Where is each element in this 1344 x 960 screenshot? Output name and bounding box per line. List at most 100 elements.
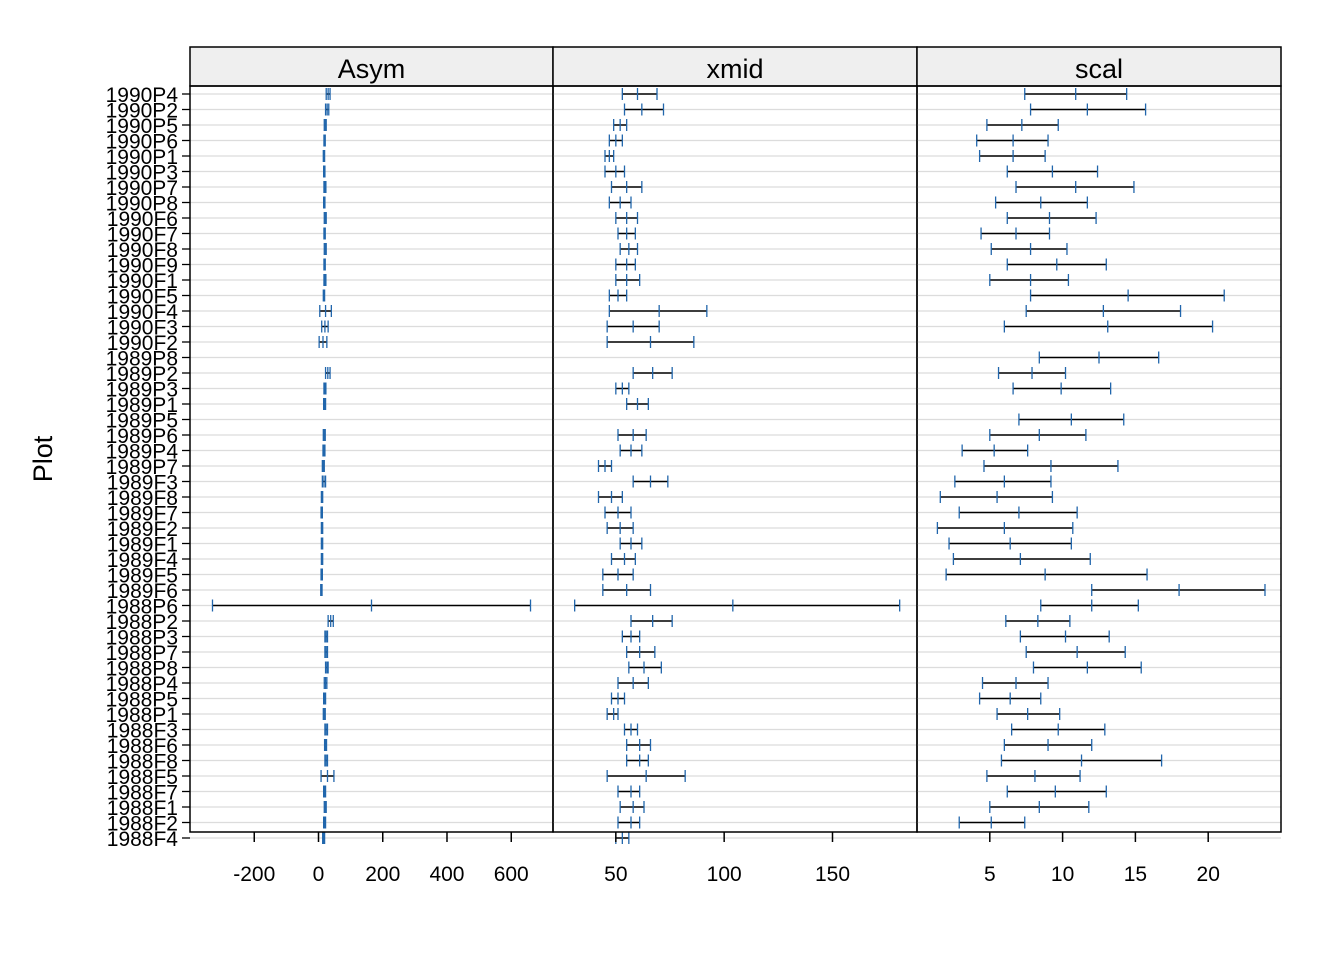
interval-xmid-1989P3 (615, 382, 630, 395)
interval-xmid-1988P4 (617, 677, 649, 689)
interval-Asym-1990F2 (318, 336, 328, 348)
panel-border (189, 85, 554, 833)
interval-xmid-1988P5 (610, 692, 626, 705)
interval-xmid-1990P4 (621, 88, 658, 100)
panel-border (916, 85, 1282, 833)
row-label: 1990F1 (107, 270, 178, 293)
interval-xmid-1989F7 (604, 506, 632, 519)
row-label: 1989F7 (107, 503, 178, 526)
row-label: 1988P7 (106, 642, 178, 665)
interval-scal-1989F7 (958, 506, 1078, 519)
interval-Asym-1989F4 (320, 553, 324, 565)
interval-scal-1988P7 (1025, 646, 1126, 658)
interval-xmid-1990F2 (606, 336, 695, 348)
interval-Asym-1990F8 (323, 243, 327, 255)
interval-scal-1990P4 (1024, 88, 1128, 100)
row-label: 1988P8 (106, 658, 178, 681)
interval-xmid-1988F2 (617, 816, 641, 829)
strip-label-scal: scal (1075, 54, 1123, 84)
interval-xmid-1988P2 (630, 615, 673, 627)
interval-xmid-1990P7 (610, 181, 643, 193)
interval-Asym-1990F6 (323, 212, 327, 224)
interval-scal-1988P5 (978, 692, 1042, 705)
interval-scal-1988F7 (1006, 785, 1107, 798)
row-label: 1988F7 (107, 782, 178, 805)
interval-xmid-1989P2 (632, 367, 673, 379)
row-label: 1990F4 (107, 301, 179, 324)
row-label: 1990P8 (106, 193, 178, 216)
interval-Asym-1990F5 (322, 289, 326, 302)
panel-Asym: Asym -200 0 200 400 600 (189, 46, 554, 886)
interval-Asym-1990P6 (323, 134, 326, 147)
row-label: 1988F1 (107, 797, 178, 820)
row-label: 1989P4 (106, 441, 179, 464)
row-label: 1988F6 (107, 735, 178, 758)
x-tick-label: 0 (313, 863, 325, 886)
interval-scal-1989P8 (1038, 351, 1160, 364)
interval-scal-1989F3 (954, 475, 1052, 488)
interval-Asym-1988F2 (322, 816, 327, 829)
interval-Asym-1990F4 (319, 305, 332, 317)
interval-scal-1988F5 (986, 770, 1081, 782)
interval-scal-1989F8 (939, 491, 1054, 503)
interval-scal-1990F6 (1006, 212, 1097, 224)
row-label: 1989P7 (106, 456, 178, 479)
interval-xmid-1990P6 (608, 134, 623, 147)
interval-Asym-1988F5 (320, 770, 335, 782)
interval-Asym-1990F9 (323, 258, 326, 271)
row-label: 1990P2 (106, 100, 178, 123)
x-tick-label: 10 (1051, 863, 1074, 886)
row-label: 1988F3 (107, 720, 178, 743)
interval-xmid-1990F8 (619, 243, 639, 255)
interval-scal-1989P7 (983, 460, 1119, 472)
interval-Asym-1988F4 (322, 832, 326, 844)
row-label: 1988F2 (107, 813, 178, 836)
x-tick-label: -200 (233, 863, 275, 886)
row-label: 1989F8 (107, 487, 178, 510)
row-label: 1990F3 (107, 317, 178, 340)
x-axis-xmid: 50 100 150 (604, 832, 850, 886)
interval-xmid-1988F5 (606, 770, 686, 782)
interval-Asym-1989P1 (322, 398, 327, 410)
row-label: 1989P8 (106, 348, 178, 371)
interval-xmid-1989P4 (619, 444, 643, 457)
interval-Asym-1989P6 (322, 429, 326, 441)
row-label: 1988P4 (106, 673, 179, 696)
interval-Asym-1989F6 (320, 584, 323, 596)
interval-xmid-1989F1 (619, 537, 643, 550)
interval-Asym-1988P3 (324, 630, 329, 643)
interval-xmid-1989P1 (626, 398, 649, 410)
interval-Asym-1989P7 (321, 460, 325, 472)
interval-xmid-1990F6 (615, 212, 639, 224)
interval-scal-1990F7 (980, 227, 1051, 240)
interval-scal-1990P8 (994, 196, 1089, 209)
interval-Asym-1989F3 (321, 475, 327, 488)
row-label: 1990F5 (107, 286, 178, 309)
interval-xmid-1990F9 (615, 258, 636, 271)
row-label: 1990F2 (107, 332, 178, 355)
interval-xmid-1988F6 (626, 739, 652, 751)
panel-xmid: xmid 50 100 150 (552, 46, 918, 886)
row-label: 1989F2 (107, 518, 178, 541)
interval-scal-1990P6 (976, 134, 1049, 147)
row-label: 1989F5 (107, 565, 178, 588)
interval-scal-1989P6 (989, 429, 1087, 441)
x-tick-label: 400 (429, 863, 464, 886)
x-tick-label: 20 (1197, 863, 1220, 886)
interval-Asym-1988F8 (324, 754, 329, 767)
row-label: 1989P1 (106, 394, 178, 417)
interval-xmid-1988F1 (619, 801, 645, 813)
row-label: 1989P5 (106, 410, 178, 433)
interval-scal-1990F9 (1006, 258, 1107, 271)
interval-xmid-1989F3 (632, 475, 669, 488)
interval-scal-1989F4 (952, 553, 1091, 565)
interval-Asym-1990F3 (321, 320, 329, 333)
row-label: 1990P5 (106, 115, 178, 138)
x-tick-label: 150 (815, 863, 850, 886)
row-label: 1990P3 (106, 162, 178, 185)
row-label: 1989F1 (107, 534, 178, 557)
panel-scal: scal 5 10 15 20 (916, 46, 1282, 886)
interval-Asym-1988F3 (324, 723, 329, 736)
interval-scal-1990P3 (1006, 165, 1099, 178)
x-tick-label: 600 (494, 863, 529, 886)
